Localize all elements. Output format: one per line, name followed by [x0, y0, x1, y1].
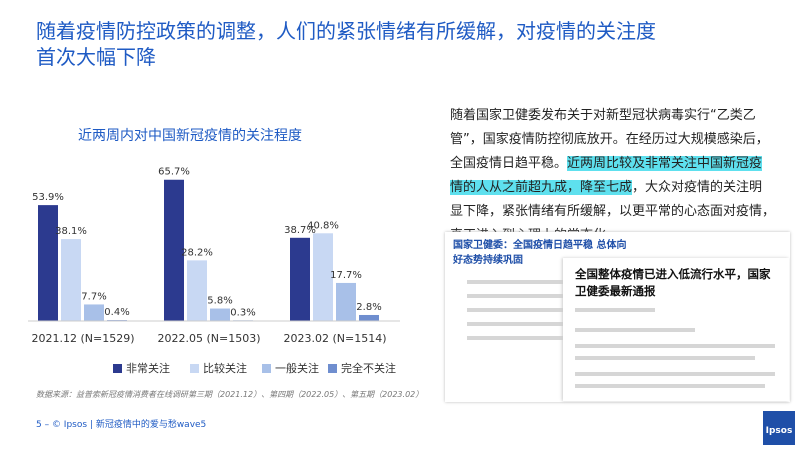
value-label: 0.4% [104, 307, 129, 318]
value-label: 38.7% [284, 225, 316, 236]
legend-label: 比较关注 [203, 361, 247, 375]
news-image: 国家卫健委：全国疫情日趋平稳 总体向好态势持续巩固 全国整体疫情已进入低流行水平… [445, 232, 790, 402]
value-label: 53.9% [32, 192, 64, 203]
news-headline: 国家卫健委：全国疫情日趋平稳 总体向好态势持续巩固 [453, 240, 627, 266]
text-placeholder [467, 322, 617, 326]
bar [84, 304, 104, 321]
value-label: 38.1% [55, 226, 87, 237]
text-placeholder [575, 384, 765, 388]
slide-title: 随着疫情防控政策的调整，人们的紧张情绪有所缓解，对疫情的关注度 首次大幅下降 [36, 18, 656, 70]
bar [187, 260, 207, 321]
text-placeholder [575, 372, 775, 376]
text-placeholder [467, 336, 597, 340]
news-card: 全国整体疫情已进入低流行水平，国家卫健委最新通报 [563, 258, 789, 401]
text-placeholder [575, 344, 775, 348]
bar [164, 179, 184, 321]
chart-title: 近两周内对中国新冠疫情的关注程度 [78, 128, 302, 144]
bar [336, 282, 356, 321]
legend-swatch [190, 364, 199, 373]
legend-swatch [262, 364, 271, 373]
bar [38, 205, 58, 321]
bar [359, 314, 379, 321]
text-placeholder [467, 280, 567, 284]
value-label: 7.7% [81, 291, 106, 302]
value-label: 5.8% [207, 296, 232, 307]
legend-label: 非常关注 [126, 361, 170, 375]
title-line: 随着疫情防控政策的调整，人们的紧张情绪有所缓解，对疫情的关注度 [36, 19, 656, 43]
bar [210, 308, 230, 321]
value-label: 65.7% [158, 167, 190, 178]
text-placeholder [467, 294, 617, 298]
title-line: 首次大幅下降 [36, 45, 156, 69]
legend-swatch [328, 364, 337, 373]
x-tick-label: 2021.12 (N=1529) [31, 332, 134, 345]
legend-swatch [113, 364, 122, 373]
text: 随着国家卫健委发布关于对新型冠状病毒实行“乙类乙管”，国家疫情防控彻底放开。在经… [450, 108, 769, 171]
legend-label: 完全不关注 [341, 361, 396, 375]
value-label: 2.8% [356, 302, 381, 313]
bar [61, 239, 81, 321]
legend-label: 一般关注 [275, 361, 319, 375]
value-label: 28.2% [181, 247, 213, 258]
bar [290, 237, 310, 321]
text-placeholder [467, 308, 607, 312]
footer: 5 – © Ipsos | 新冠疫情中的爱与愁wave5 [36, 420, 207, 430]
source-note: 数据来源：益普索新冠疫情消费者在线调研第三期（2021.12）、第四期（2022… [36, 390, 424, 399]
value-label: 0.3% [230, 307, 255, 318]
value-label: 40.8% [307, 220, 339, 231]
bar [313, 233, 333, 321]
text-placeholder [575, 356, 755, 360]
body-text: 随着国家卫健委发布关于对新型冠状病毒实行“乙类乙管”，国家疫情防控彻底放开。在经… [450, 104, 775, 248]
news-headline: 全国整体疫情已进入低流行水平，国家卫健委最新通报 [575, 267, 771, 298]
logo: Ipsos [763, 411, 795, 445]
text-placeholder [575, 308, 655, 312]
x-tick-label: 2022.05 (N=1503) [157, 332, 260, 345]
x-tick-label: 2023.02 (N=1514) [283, 332, 386, 345]
chart: 近两周内对中国新冠疫情的关注程度 53.9% 38.1% 7.7% 0.4% 2021.… [28, 128, 400, 375]
text-placeholder [575, 328, 695, 332]
value-label: 17.7% [330, 270, 362, 281]
